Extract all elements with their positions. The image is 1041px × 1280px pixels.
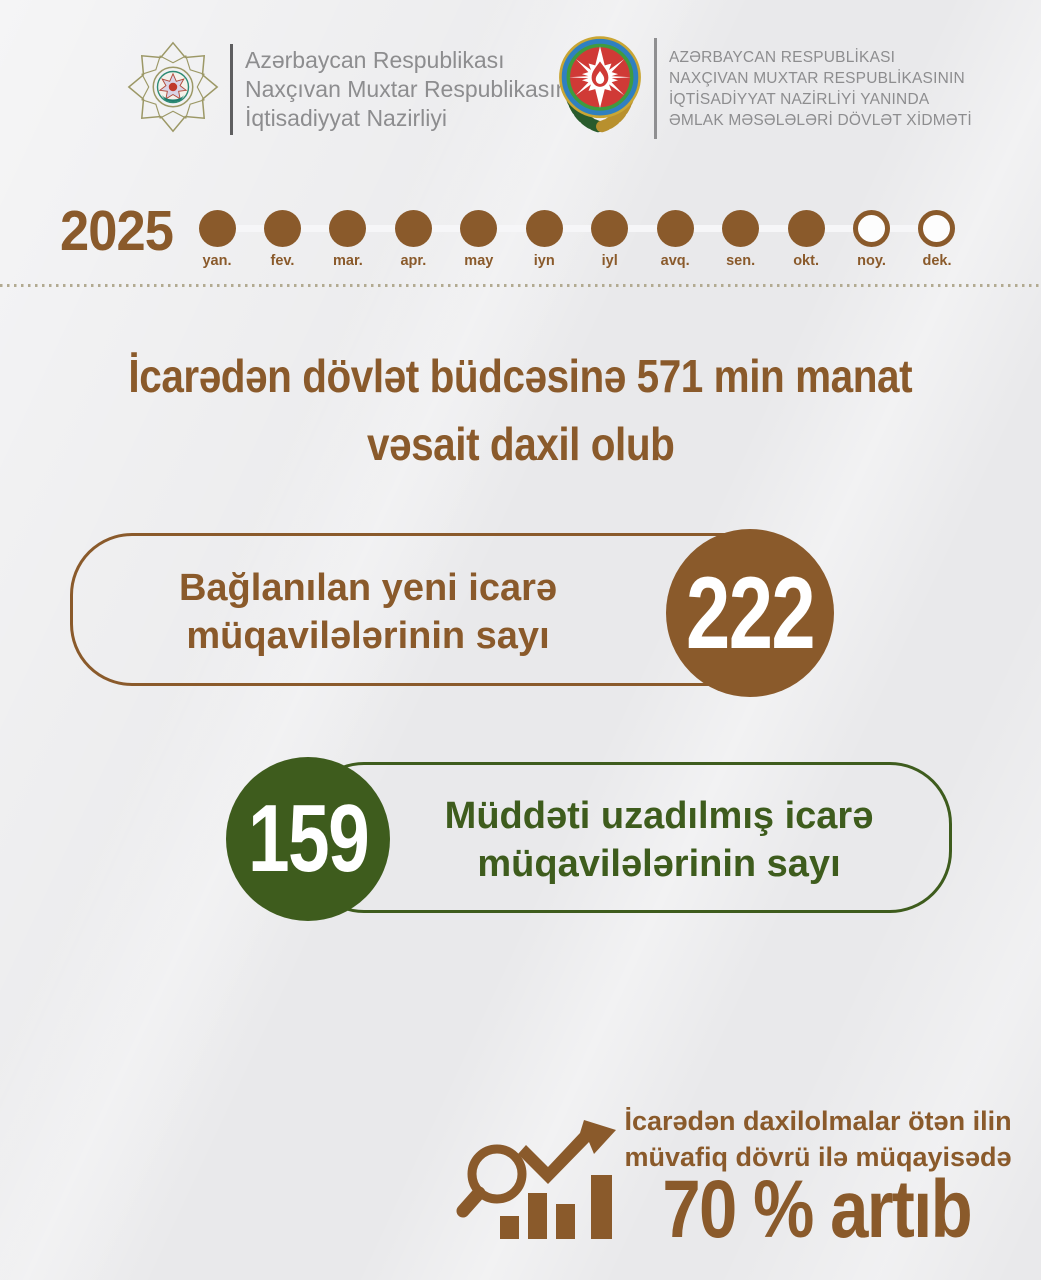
- growth-chart-magnifier-icon: [452, 1112, 624, 1249]
- timeline-year: 2025: [60, 199, 174, 263]
- timeline-month: avq.: [644, 210, 706, 269]
- nakhchivan-economy-ministry-emblem-icon: [126, 40, 220, 139]
- month-dot-icon: [722, 210, 760, 247]
- org-line: ƏMLAK MƏSƏLƏLƏRİ DÖVLƏT XİDMƏTİ: [669, 111, 972, 129]
- extended-contracts-value-badge: 159: [226, 757, 390, 921]
- timeline-month: iyl: [579, 210, 641, 269]
- org-line: İqtisadiyyat Nazirliyi: [245, 105, 447, 131]
- state-property-service-name: AZƏRBAYCAN RESPUBLİKASI NAXÇIVAN MUXTAR …: [669, 47, 972, 131]
- org-line: Azərbaycan Respublikası: [245, 47, 505, 73]
- org-line: İQTİSADİYYAT NAZİRLİYİ YANINDA: [669, 90, 930, 108]
- month-dot-icon: [787, 210, 825, 247]
- dotted-divider: [0, 284, 1041, 287]
- azerbaijan-state-emblem-icon: [556, 34, 644, 143]
- new-contracts-card: Bağlanılan yeni icarə müqavilələrinin sa…: [70, 533, 796, 686]
- extended-contracts-label: Müddəti uzadılmış icarə müqavilələrinin …: [444, 795, 874, 885]
- new-contracts-value: 222: [685, 555, 816, 670]
- org-line: AZƏRBAYCAN RESPUBLİKASI: [669, 48, 896, 66]
- month-dot-icon: [918, 210, 956, 247]
- timeline-month: yan.: [186, 210, 248, 269]
- state-property-service-block: AZƏRBAYCAN RESPUBLİKASI NAXÇIVAN MUXTAR …: [556, 34, 972, 143]
- timeline-month: may: [448, 210, 510, 269]
- growth-caption: İcarədən daxilolmalar ötən ilin müvafiq …: [618, 1103, 1018, 1175]
- timeline-month: sen.: [710, 210, 772, 269]
- timeline-month: noy.: [841, 210, 903, 269]
- month-dot-icon: [263, 210, 301, 247]
- new-contracts-label: Bağlanılan yeni icarə müqavilələrinin sa…: [178, 567, 558, 657]
- timeline-month: iyn: [513, 210, 575, 269]
- growth-caption-line-2: müvafiq dövrü ilə müqayisədə: [624, 1142, 1012, 1172]
- header-divider-right: [654, 38, 657, 139]
- month-dot-icon: [525, 210, 563, 247]
- org-line: NAXÇIVAN MUXTAR RESPUBLİKASININ: [669, 69, 965, 87]
- month-dot-icon: [853, 210, 891, 247]
- timeline-month: dek.: [906, 210, 968, 269]
- growth-percentage: 70 % artıb: [662, 1164, 973, 1255]
- timeline-month: okt.: [775, 210, 837, 269]
- page-title: İcarədən dövlət büdcəsinə 571 min manat …: [0, 342, 1041, 478]
- timeline-month: mar.: [317, 210, 379, 269]
- month-timeline: yan. fev. mar. apr. may iyn iyl avq. sen…: [186, 210, 968, 269]
- month-dot-icon: [591, 210, 629, 247]
- header-divider-left: [230, 44, 233, 135]
- month-dot-icon: [329, 210, 367, 247]
- timeline-month: fev.: [251, 210, 313, 269]
- title-line-1: İcarədən dövlət büdcəsinə 571 min manat: [128, 350, 913, 402]
- month-dot-icon: [656, 210, 694, 247]
- month-dot-icon: [394, 210, 432, 247]
- org-line: Naxçıvan Muxtar Respublikasının: [245, 76, 588, 102]
- month-dot-icon: [198, 210, 236, 247]
- timeline-track: [212, 225, 942, 232]
- title-line-2: vəsait daxil olub: [366, 418, 675, 470]
- month-dot-icon: [460, 210, 498, 247]
- ministry-of-economy-name: Azərbaycan Respublikası Naxçıvan Muxtar …: [245, 46, 588, 133]
- extended-contracts-value: 159: [247, 785, 370, 892]
- growth-caption-line-1: İcarədən daxilolmalar ötən ilin: [624, 1106, 1012, 1136]
- timeline-month: apr.: [382, 210, 444, 269]
- extended-contracts-card: Müddəti uzadılmış icarə müqavilələrinin …: [302, 762, 952, 913]
- ministry-of-economy-block: Azərbaycan Respublikası Naxçıvan Muxtar …: [126, 40, 588, 139]
- new-contracts-value-badge: 222: [666, 529, 834, 697]
